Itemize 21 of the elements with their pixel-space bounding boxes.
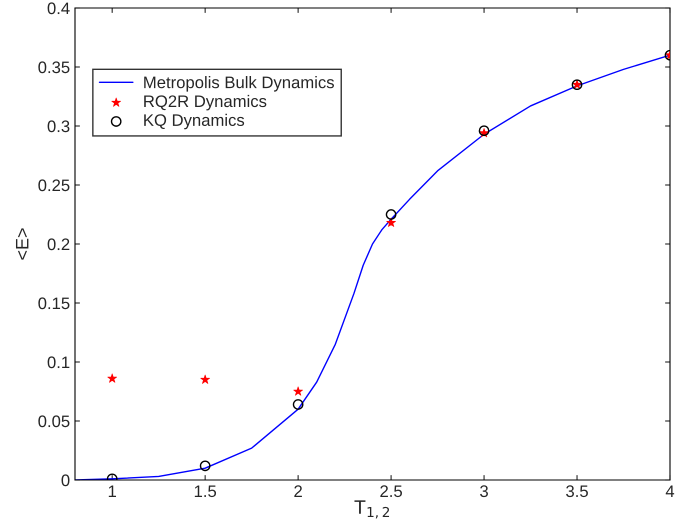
legend-label: Metropolis Bulk Dynamics xyxy=(144,76,334,92)
y-tick-label: 0.15 xyxy=(38,297,70,310)
y-tick-label: 0.25 xyxy=(38,179,70,192)
x-tick-label: 3.5 xyxy=(566,485,588,498)
x-tick-label: 4 xyxy=(666,485,674,497)
legend-label: RQ2R Dynamics xyxy=(144,94,266,110)
x-tick-label: 3 xyxy=(480,485,488,498)
y-tick-label: 0.2 xyxy=(48,238,70,250)
y-tick-label: 0.3 xyxy=(48,120,70,132)
y-tick-label: 0.05 xyxy=(38,415,70,428)
x-axis-title: T$_{1,2}$ xyxy=(354,500,390,519)
y-tick-label: 0.4 xyxy=(48,2,70,14)
x-tick-label: 1 xyxy=(108,485,116,497)
x-tick-label: 2.5 xyxy=(380,485,402,498)
y-tick-label: 0.1 xyxy=(48,356,70,368)
y-tick-label: 0.35 xyxy=(38,61,70,74)
legend-label: KQ Dynamics xyxy=(144,114,244,130)
y-tick-label: 0 xyxy=(62,474,70,486)
x-tick-label: 2 xyxy=(294,485,302,497)
y-axis-title: <E> xyxy=(16,228,28,260)
x-tick-label: 1.5 xyxy=(194,485,216,498)
